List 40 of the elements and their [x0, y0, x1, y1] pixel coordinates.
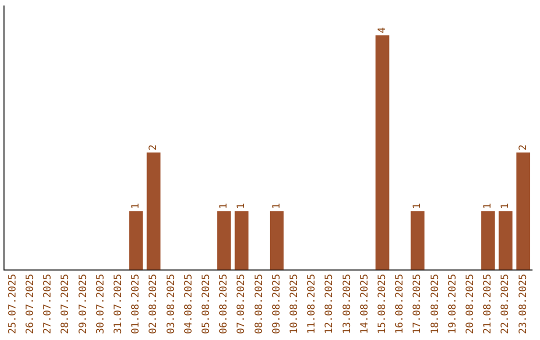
- x-tick-label: 07.08.2025: [236, 274, 248, 334]
- x-tick-label: 21.08.2025: [482, 274, 494, 334]
- data-label: 1: [130, 203, 142, 210]
- x-tick-label: 11.08.2025: [306, 274, 318, 334]
- data-label: 4: [376, 27, 388, 34]
- data-label: 1: [218, 203, 230, 210]
- x-tick-label: 10.08.2025: [288, 274, 300, 334]
- x-tick-label: 31.07.2025: [112, 274, 124, 334]
- x-tick-label: 08.08.2025: [254, 274, 265, 334]
- x-tick-label: 01.08.2025: [130, 274, 142, 334]
- x-tick-label: 06.08.2025: [218, 274, 230, 334]
- x-tick-label: 27.07.2025: [42, 274, 54, 334]
- x-tick-label: 30.07.2025: [95, 274, 106, 334]
- x-tick-label: 19.08.2025: [447, 274, 458, 334]
- data-label: 1: [412, 203, 424, 210]
- data-label: 1: [271, 203, 282, 210]
- x-tick-label: 20.08.2025: [464, 274, 476, 334]
- x-tick-label: 16.08.2025: [394, 274, 406, 334]
- data-label: 1: [236, 203, 248, 210]
- x-tick-label: 04.08.2025: [183, 274, 194, 334]
- data-label: 1: [500, 203, 512, 210]
- x-tick-label: 28.07.2025: [60, 274, 72, 334]
- x-tick-label: 03.08.2025: [166, 274, 177, 334]
- x-tick-label: 13.08.2025: [342, 274, 353, 334]
- data-label: 2: [518, 144, 529, 151]
- x-tick-label: 17.08.2025: [412, 274, 424, 334]
- x-tick-label: 02.08.2025: [148, 274, 160, 334]
- x-tick-label: 25.07.2025: [7, 274, 18, 334]
- x-tick-label: 26.07.2025: [24, 274, 36, 334]
- x-tick-label: 22.08.2025: [500, 274, 512, 334]
- data-label: 2: [148, 144, 160, 151]
- x-tick-label: 29.07.2025: [78, 274, 89, 334]
- x-tick-label: 14.08.2025: [359, 274, 370, 334]
- x-tick-label: 05.08.2025: [200, 274, 212, 334]
- data-label: 1: [482, 203, 494, 210]
- x-tick-label: 12.08.2025: [324, 274, 336, 334]
- x-tick-label: 09.08.2025: [271, 274, 282, 334]
- x-tick-label: 23.08.2025: [518, 274, 529, 334]
- x-tick-label: 15.08.2025: [376, 274, 388, 334]
- x-tick-label: 18.08.2025: [430, 274, 441, 334]
